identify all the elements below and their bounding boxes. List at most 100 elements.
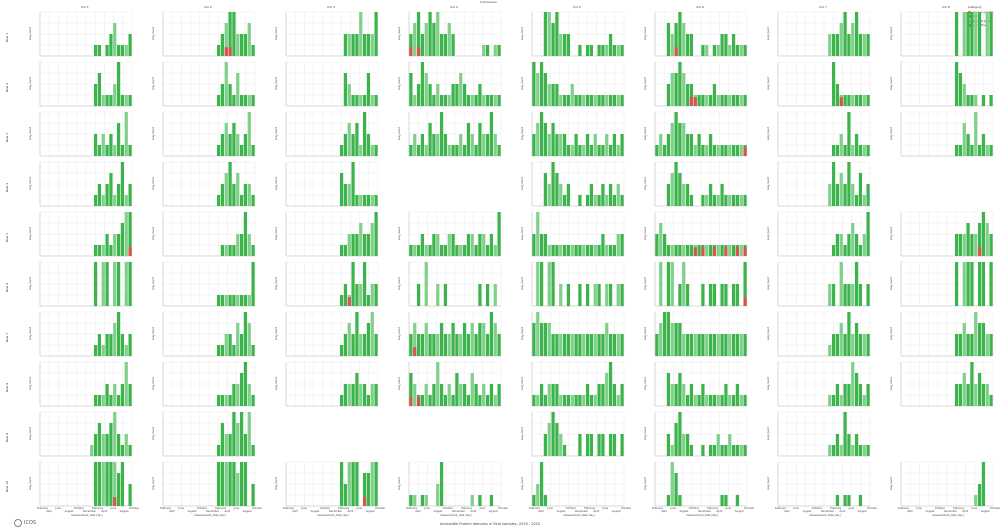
bar bbox=[835, 145, 840, 156]
bar bbox=[116, 62, 121, 106]
bar bbox=[701, 384, 705, 406]
bar bbox=[597, 434, 601, 456]
bar bbox=[239, 373, 244, 406]
bar bbox=[705, 245, 709, 256]
bar bbox=[482, 95, 486, 106]
bar bbox=[678, 284, 682, 306]
bar bbox=[239, 145, 244, 156]
y-axis-label: seq_count bbox=[767, 127, 770, 140]
bar bbox=[620, 334, 624, 356]
bar bbox=[662, 234, 667, 256]
bar bbox=[120, 334, 125, 356]
bar bbox=[532, 495, 536, 506]
bar bbox=[355, 123, 359, 156]
bar bbox=[958, 145, 963, 156]
bar bbox=[601, 434, 605, 456]
bar bbox=[97, 334, 102, 356]
bar bbox=[735, 195, 740, 206]
bar bbox=[555, 245, 559, 256]
bar bbox=[962, 12, 966, 56]
bar bbox=[570, 334, 574, 356]
bar bbox=[493, 395, 497, 406]
bar bbox=[443, 395, 448, 406]
bar bbox=[232, 95, 236, 106]
x-tick-label: August bbox=[187, 509, 197, 513]
bar bbox=[566, 34, 571, 56]
bar bbox=[113, 462, 117, 506]
bar bbox=[220, 134, 225, 156]
x-axis-label: measurement_date (day) bbox=[932, 513, 964, 517]
bar bbox=[124, 45, 128, 56]
bar bbox=[847, 312, 851, 356]
bar bbox=[720, 445, 724, 456]
bar bbox=[555, 84, 559, 106]
footer-caption: Accessible Protein domains in Viral samp… bbox=[440, 522, 541, 526]
bar bbox=[720, 395, 724, 406]
bar bbox=[432, 334, 436, 356]
bar bbox=[416, 245, 421, 256]
bar bbox=[689, 334, 694, 356]
bar bbox=[355, 34, 359, 56]
bar bbox=[585, 434, 590, 456]
bar bbox=[616, 234, 620, 256]
bar-unacceptable bbox=[413, 347, 417, 356]
bar bbox=[216, 195, 221, 206]
bar bbox=[93, 245, 98, 256]
bar bbox=[731, 95, 736, 106]
bar bbox=[559, 134, 563, 156]
bar bbox=[678, 412, 682, 456]
bar bbox=[620, 195, 624, 206]
bar bbox=[712, 145, 717, 156]
bar bbox=[685, 334, 690, 356]
bar bbox=[739, 195, 743, 206]
bar bbox=[113, 84, 117, 106]
y-axis-label: seq_count bbox=[521, 477, 524, 490]
bar bbox=[666, 312, 671, 356]
bar bbox=[109, 462, 113, 506]
bar bbox=[724, 195, 728, 206]
bar bbox=[497, 145, 501, 156]
x-tick-label: April bbox=[292, 509, 298, 513]
bar bbox=[689, 195, 694, 206]
bar bbox=[851, 145, 855, 156]
bar bbox=[981, 323, 986, 356]
bar-unacceptable bbox=[724, 247, 728, 256]
bar bbox=[224, 245, 228, 256]
bar bbox=[578, 434, 582, 456]
bar bbox=[958, 234, 963, 256]
bar bbox=[835, 434, 840, 456]
bar bbox=[605, 134, 609, 156]
bar bbox=[728, 195, 732, 206]
x-tick-label: December bbox=[329, 509, 342, 513]
bar bbox=[562, 195, 567, 206]
x-tick-label: October bbox=[621, 506, 632, 510]
bar bbox=[424, 262, 428, 306]
bar bbox=[728, 334, 732, 356]
bar bbox=[443, 134, 448, 156]
bar bbox=[232, 123, 236, 156]
bar bbox=[678, 495, 682, 506]
bar bbox=[374, 212, 378, 256]
bar bbox=[858, 95, 863, 106]
bar bbox=[551, 245, 555, 256]
row-label: Row 7 bbox=[5, 332, 9, 342]
bar bbox=[443, 34, 448, 56]
bar bbox=[974, 234, 978, 256]
x-tick-label: February bbox=[406, 506, 418, 510]
bar bbox=[539, 234, 544, 256]
bar bbox=[555, 423, 559, 456]
bar bbox=[232, 462, 236, 506]
bar bbox=[593, 284, 597, 306]
x-tick-label: October bbox=[129, 506, 140, 510]
logo[interactable]: ICOS bbox=[14, 519, 36, 527]
bar bbox=[416, 284, 421, 306]
bar bbox=[731, 145, 736, 156]
bar bbox=[862, 234, 866, 256]
bar bbox=[697, 395, 701, 406]
y-axis-label: seq_count bbox=[152, 327, 155, 340]
y-axis-label: seq_count bbox=[521, 127, 524, 140]
bar bbox=[851, 445, 855, 456]
bar bbox=[582, 145, 586, 156]
bar bbox=[420, 134, 425, 156]
